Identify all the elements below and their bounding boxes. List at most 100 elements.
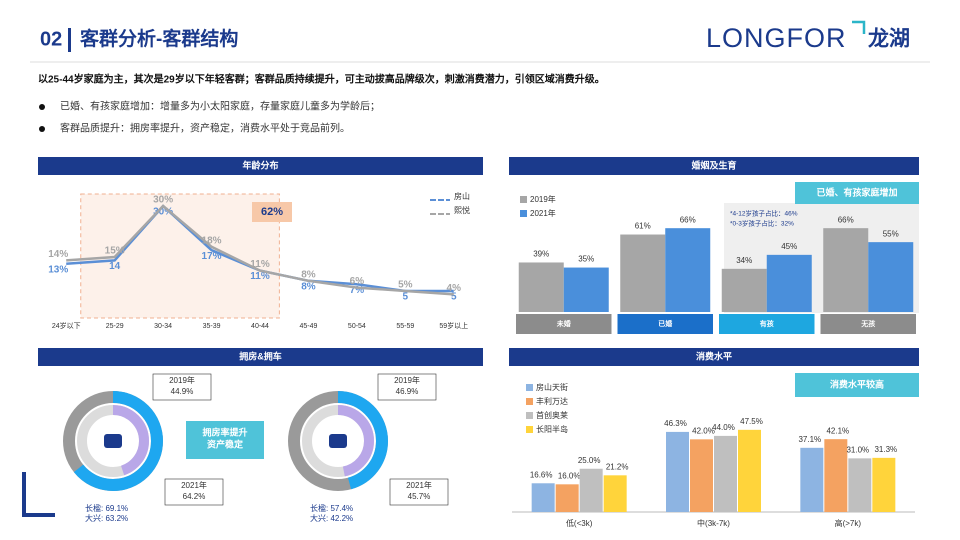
data-label: 5 bbox=[403, 292, 409, 303]
annotation: 消费水平较高 bbox=[830, 378, 884, 389]
callout-box bbox=[389, 478, 449, 506]
x-tick-label: 30-34 bbox=[154, 323, 172, 330]
bar bbox=[721, 268, 767, 312]
x-tick-label: 25-29 bbox=[106, 323, 124, 330]
bar bbox=[563, 267, 609, 312]
donut-arc bbox=[63, 391, 163, 491]
legend-label: 熙悦 bbox=[454, 205, 470, 215]
data-label: 5% bbox=[398, 280, 413, 291]
section-number: 02 bbox=[40, 28, 62, 50]
note: 大兴: 42.2% bbox=[310, 513, 353, 523]
bar bbox=[531, 483, 555, 512]
note: 长楹: 69.1% bbox=[85, 503, 128, 513]
annotation: 62% bbox=[261, 206, 283, 218]
data-label: 13% bbox=[48, 264, 68, 275]
x-tick-label: 35-39 bbox=[203, 323, 221, 330]
bar bbox=[800, 447, 824, 512]
note: 大兴: 63.2% bbox=[85, 513, 128, 523]
donut-arc bbox=[77, 405, 149, 477]
annotation-box bbox=[252, 202, 292, 222]
donut-arc bbox=[288, 391, 388, 491]
bar bbox=[714, 435, 737, 512]
data-label: 66% bbox=[680, 215, 696, 224]
x-tick-label: 24岁以下 bbox=[52, 321, 81, 330]
data-label: 4% bbox=[447, 283, 462, 294]
callout-value: 44.9% bbox=[171, 387, 194, 396]
note: *4-12岁孩子占比：46% bbox=[730, 209, 798, 218]
legend-swatch bbox=[520, 196, 527, 203]
line-series bbox=[66, 204, 454, 296]
page-title: 客群分析-客群结构 bbox=[80, 27, 238, 50]
category-box bbox=[719, 314, 815, 334]
category-box bbox=[617, 314, 713, 334]
bullet: 客群品质提升：拥房率提升，资产稳定，消费水平处于竞品前列。 bbox=[60, 122, 350, 135]
annotation-box bbox=[795, 373, 919, 397]
donut-arc bbox=[302, 405, 374, 477]
data-label: 5 bbox=[451, 292, 457, 303]
panel-header bbox=[509, 348, 919, 366]
data-label: 47.5% bbox=[740, 417, 763, 426]
bar bbox=[823, 228, 869, 312]
legend-label: 2019年 bbox=[530, 194, 556, 204]
legend-label: 丰利万达 bbox=[536, 396, 568, 406]
bar bbox=[603, 475, 627, 512]
note: 长楹: 57.4% bbox=[310, 503, 353, 513]
data-label: 55% bbox=[883, 229, 899, 238]
legend-label: 房山天街 bbox=[536, 382, 568, 392]
callout-value: 46.9% bbox=[396, 387, 419, 396]
legend-label: 房山 bbox=[454, 191, 470, 201]
bullet-dot bbox=[39, 104, 45, 110]
legend-label: 首创奥莱 bbox=[536, 410, 568, 420]
x-tick-label: 有孩 bbox=[760, 319, 774, 328]
callout-value: 64.2% bbox=[183, 492, 206, 501]
data-label: 39% bbox=[533, 250, 549, 259]
legend-swatch bbox=[526, 398, 533, 405]
callout-name: 2021年 bbox=[181, 480, 207, 490]
annotation: 已婚、有孩家庭增加 bbox=[816, 186, 897, 197]
data-label: 34% bbox=[736, 256, 752, 265]
data-label: 31.3% bbox=[874, 445, 897, 454]
panel-header bbox=[38, 348, 483, 366]
data-label: 15% bbox=[105, 246, 125, 257]
data-label: 16.0% bbox=[558, 471, 581, 480]
bar bbox=[666, 431, 689, 512]
x-tick-label: 中(3k-7k) bbox=[697, 518, 730, 528]
bar bbox=[690, 439, 713, 512]
annotation: 拥房率提升 bbox=[202, 426, 247, 437]
bar bbox=[555, 484, 579, 512]
data-label: 35% bbox=[578, 255, 594, 264]
data-label: 11% bbox=[250, 271, 270, 282]
x-tick-label: 已婚 bbox=[658, 319, 672, 328]
bar bbox=[738, 429, 761, 512]
corner-mark bbox=[22, 472, 55, 517]
x-tick-label: 高(>7k) bbox=[835, 518, 862, 528]
data-label: 31.0% bbox=[846, 445, 869, 454]
bar bbox=[518, 262, 564, 312]
data-label: 14% bbox=[48, 249, 68, 260]
data-label: 45% bbox=[781, 242, 797, 251]
bar bbox=[848, 458, 872, 512]
panel-title: 年龄分布 bbox=[242, 159, 278, 170]
data-label: 6% bbox=[350, 276, 365, 287]
note: *0-3岁孩子占比：32% bbox=[730, 219, 794, 228]
data-label: 25.0% bbox=[578, 456, 601, 465]
callout-name: 2019年 bbox=[169, 375, 195, 385]
bar bbox=[620, 234, 666, 312]
category-box bbox=[516, 314, 612, 334]
data-label: 18% bbox=[202, 235, 222, 246]
x-tick-label: 45-49 bbox=[299, 323, 317, 330]
data-label: 7% bbox=[350, 285, 365, 296]
x-tick-label: 无孩 bbox=[860, 319, 875, 328]
data-label: 30% bbox=[153, 195, 173, 206]
bar bbox=[872, 457, 896, 512]
data-label: 16.6% bbox=[530, 470, 553, 479]
x-tick-label: 未婚 bbox=[557, 319, 571, 328]
data-label: 66% bbox=[838, 215, 854, 224]
bar bbox=[766, 254, 812, 312]
annotation: 资产稳定 bbox=[207, 438, 244, 449]
logo-cn: 龙湖 bbox=[868, 27, 910, 51]
data-label: 21.2% bbox=[606, 462, 629, 471]
legend-swatch bbox=[526, 412, 533, 419]
x-tick-label: 59岁以上 bbox=[439, 321, 468, 330]
panel-header bbox=[509, 157, 919, 175]
